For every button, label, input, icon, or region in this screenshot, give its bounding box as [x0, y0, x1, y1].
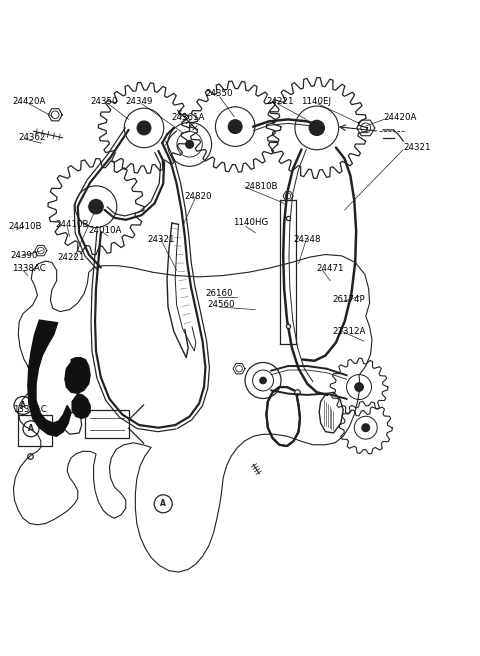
- Text: 24420A: 24420A: [383, 113, 417, 122]
- Text: 24410B: 24410B: [9, 222, 42, 231]
- Text: 24390: 24390: [11, 251, 38, 260]
- Text: 24350: 24350: [90, 97, 118, 106]
- Text: A: A: [20, 401, 26, 410]
- Text: 26174P: 26174P: [332, 295, 365, 304]
- Text: A: A: [160, 499, 166, 508]
- Circle shape: [186, 140, 193, 148]
- Polygon shape: [72, 394, 90, 419]
- Text: 24420A: 24420A: [12, 97, 46, 106]
- Text: 21312A: 21312A: [332, 327, 366, 336]
- Text: 1140EJ: 1140EJ: [301, 97, 331, 106]
- Text: 24349: 24349: [126, 97, 153, 106]
- Text: 24348: 24348: [294, 235, 321, 244]
- Text: 24361A: 24361A: [172, 113, 205, 122]
- Text: 1338AC: 1338AC: [12, 264, 46, 273]
- Text: A: A: [28, 424, 34, 433]
- Text: 24221: 24221: [266, 97, 294, 106]
- Circle shape: [362, 424, 370, 432]
- Text: 24010A: 24010A: [89, 226, 122, 236]
- Text: 24410B: 24410B: [55, 220, 89, 229]
- Text: 24810B: 24810B: [245, 182, 278, 192]
- Text: 24820: 24820: [185, 192, 212, 201]
- Text: 24471: 24471: [317, 264, 344, 273]
- Text: 1140HG: 1140HG: [233, 218, 268, 227]
- Text: 26160: 26160: [205, 289, 233, 298]
- Circle shape: [309, 120, 324, 136]
- Text: 24321: 24321: [148, 235, 175, 244]
- Polygon shape: [28, 320, 71, 436]
- Circle shape: [89, 199, 103, 214]
- Circle shape: [137, 121, 151, 134]
- Polygon shape: [65, 358, 90, 394]
- Text: 24221: 24221: [58, 253, 85, 262]
- Circle shape: [228, 120, 242, 133]
- Circle shape: [355, 382, 363, 392]
- Text: 1338AC: 1338AC: [13, 405, 47, 415]
- Text: 24350: 24350: [205, 89, 233, 98]
- Circle shape: [260, 377, 266, 384]
- Text: 24560: 24560: [207, 300, 235, 310]
- Text: 24362: 24362: [18, 133, 46, 142]
- Text: 24321: 24321: [403, 143, 431, 152]
